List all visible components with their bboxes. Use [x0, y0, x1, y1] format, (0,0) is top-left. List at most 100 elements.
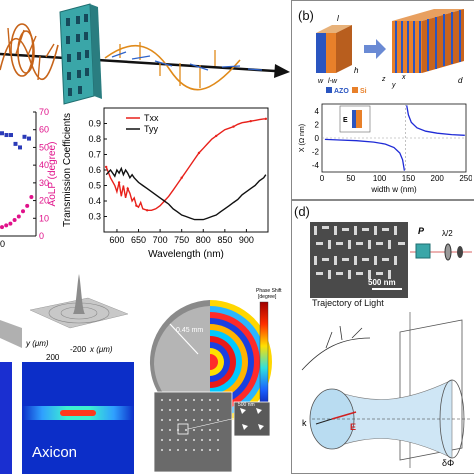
x-tick-label: 900: [239, 235, 254, 245]
transmitted-orange-wave: [104, 45, 241, 91]
trajectory-label: Trajectory of Light: [312, 298, 384, 308]
y-tick-label: 40: [39, 160, 49, 170]
y-tick-label: 0.7: [88, 150, 101, 160]
aolp-square-marker: [22, 134, 27, 139]
sem-scale-text: 500 nm: [368, 278, 396, 287]
axis-x-label: x: [401, 74, 406, 81]
panel-a-illustration: [0, 3, 290, 105]
field-map-left: [0, 362, 12, 474]
legend-tyy: Tyy: [144, 124, 159, 134]
sem-scalebar: [372, 288, 402, 290]
aolp-axes: 0 10 20 30 40 50 60 70 AoLP (degree) 0: [0, 107, 58, 249]
y-tick-label: 0.6: [88, 165, 101, 175]
y-tick-label: 20: [39, 196, 49, 206]
y-tick-label: 2: [315, 120, 320, 129]
txx-marker: [197, 151, 201, 155]
zoom-inset: [233, 401, 271, 437]
aolp-circle-marker: [0, 225, 4, 230]
y-tick-label: 0.9: [88, 119, 101, 129]
psf-peak: [73, 274, 85, 314]
unit-cell-l: l: [337, 14, 339, 23]
reactance-axes: 0 50 100 150 200 250 -4 -2 0 2 4 width w (nm) X (Ω n…: [299, 103, 472, 194]
txx-marker: [145, 209, 149, 212]
txx-marker: [104, 165, 108, 169]
aolp-circle-marker: [16, 214, 21, 219]
aolp-square-marker: [4, 133, 9, 138]
legend-azo-swatch: [326, 87, 332, 93]
waveplate-2: [457, 246, 463, 258]
x-axis-label: Wavelength (nm): [148, 249, 224, 260]
aolp-circle-marker: [25, 203, 30, 208]
y-tick-label: 10: [39, 213, 49, 223]
unit-cell-lw: l-w: [328, 78, 338, 85]
legend-azo: AZO: [334, 88, 349, 95]
y-tick-label: 0.3: [88, 212, 101, 222]
polarizer-label: P: [418, 226, 425, 236]
scale-045: 0.45 mm: [176, 327, 203, 334]
y-tick-label: -4: [312, 161, 320, 170]
reactance-chart: 0 50 100 150 200 250 -4 -2 0 2 4 width w (nm) X (Ω n…: [299, 103, 472, 194]
axis-x-um: x (μm): [89, 345, 113, 354]
aolp-circle-marker: [21, 209, 25, 214]
txx-marker: [232, 125, 235, 128]
e-vector: [331, 411, 357, 420]
x-tick-label: 100: [373, 174, 387, 183]
axicon-field-map: Axicon: [22, 362, 134, 474]
txx-marker: [180, 176, 183, 179]
psf-3d-right: y (μm) 200 -200 x (μm): [25, 274, 129, 362]
x-tick-label: 700: [153, 235, 168, 245]
y-tick-label: 0: [39, 231, 44, 241]
reactance-branch-right: [406, 105, 465, 136]
tick-200: 200: [46, 353, 60, 362]
k-label: k: [302, 418, 307, 428]
legend-si: Si: [360, 88, 367, 95]
txx-marker: [126, 187, 129, 190]
x-tick-label: 250: [459, 174, 472, 183]
x-tick-label-partial: 0: [0, 239, 5, 249]
aolp-square-marker: [0, 131, 4, 136]
txx-marker: [215, 134, 218, 138]
aolp-square-marker: [13, 141, 18, 146]
panel-b-label: (b): [298, 8, 314, 23]
axicon-label: Axicon: [32, 444, 78, 461]
propagation-axis: [0, 52, 276, 73]
axis-z-label: z: [381, 76, 386, 83]
y-tick-label: 50: [39, 142, 49, 152]
legend-si-swatch: [352, 87, 358, 93]
phase-unit: [degree]: [258, 294, 277, 300]
transmission-axes: 600 650 700 750 800 850 900 0.3 0.4 0.5 0.6 0.7 0.8 0…: [62, 107, 269, 260]
trajectory-vectors: [301, 325, 371, 371]
x-tick-label: 150: [402, 174, 416, 183]
unit-cell: [316, 25, 352, 73]
axis-arrowhead: [274, 64, 290, 78]
y-tick-label: 60: [39, 125, 49, 135]
array-d: d: [458, 76, 463, 85]
polarizer-cube: [415, 243, 431, 259]
psf-3d-left: [0, 320, 22, 348]
incident-helix: [0, 23, 59, 80]
reactance-curve: [324, 105, 465, 171]
y-tick-label: 30: [39, 178, 49, 188]
phase-title: Phase Shift: [256, 288, 282, 294]
optics-setup: P λ/2: [410, 226, 472, 261]
y-tick-label: 0: [315, 134, 320, 143]
k-vector: [315, 418, 333, 425]
series-line-txx: [105, 118, 266, 212]
y-axis-label: Transmission Coefficients: [62, 113, 73, 227]
zoom-scale: 500 nm: [238, 402, 255, 408]
y-tick-label: 0.8: [88, 134, 101, 144]
incident-arrows: [7, 27, 55, 81]
transmission-chart: 600 650 700 750 800 850 900 0.3 0.4 0.5 0.6 0.7 0.8 0…: [62, 107, 269, 260]
plot-frame: [103, 107, 269, 233]
inset-azo-bar: [352, 110, 356, 128]
x-tick-label: 200: [431, 174, 445, 183]
aolp-square-marker: [27, 136, 31, 141]
transmission-lines: [104, 117, 268, 221]
y-tick-label: 4: [315, 107, 320, 116]
y-axis-label: X (Ω nm): [299, 124, 306, 152]
txx-marker: [135, 204, 138, 207]
aolp-chart: 0 10 20 30 40 50 60 70 AoLP (degree) 0: [0, 107, 58, 249]
aolp-circle-marker: [4, 223, 9, 228]
aolp-circle-marker: [8, 221, 13, 226]
x-tick-label: 600: [109, 235, 124, 245]
